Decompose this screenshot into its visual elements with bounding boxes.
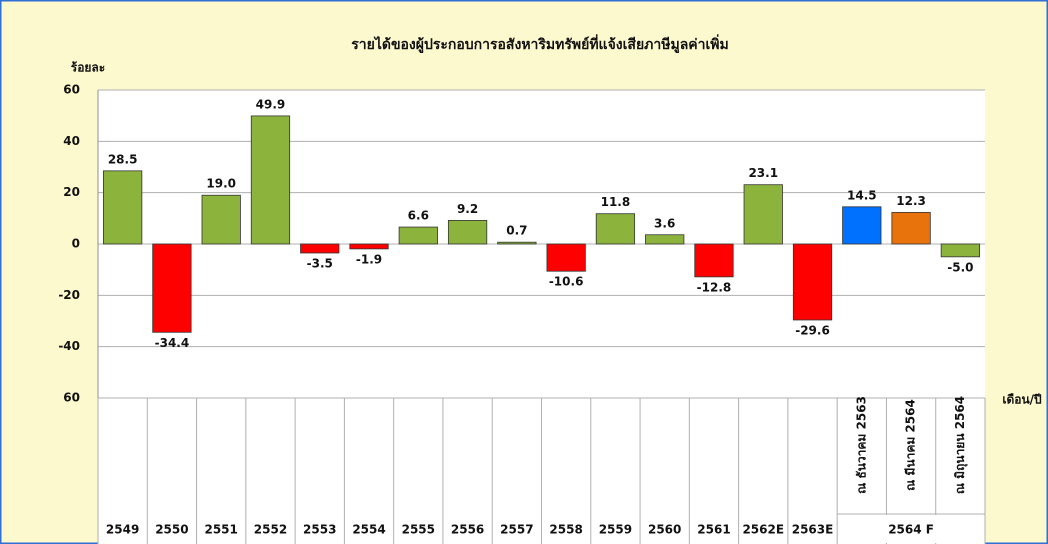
data-label: 6.6: [408, 209, 429, 223]
data-label: 11.8: [601, 195, 631, 209]
bar: [447, 219, 488, 245]
x-tick-label: 2552: [254, 523, 287, 537]
group-cell: [838, 515, 984, 543]
data-label: -12.8: [697, 280, 732, 294]
y-tick-label: -40: [58, 339, 80, 353]
bar: [300, 243, 340, 254]
data-label: -34.4: [155, 336, 190, 350]
bar: [792, 243, 833, 321]
data-label: 0.7: [506, 224, 527, 238]
bar: [497, 241, 537, 245]
data-label: 49.9: [256, 97, 286, 111]
x-tick-label: ณ ธันวาคม 2563: [854, 396, 868, 494]
x-tick-label: 2562E: [742, 523, 784, 537]
x-tick-label: 2551: [204, 523, 237, 537]
bar: [645, 234, 685, 245]
data-label: 3.6: [654, 216, 675, 230]
bar: [398, 226, 438, 245]
x-tick-label: 2550: [155, 523, 188, 537]
chart-title: รายได้ของผู้ประกอบการอสังหาริมทรัพย์ที่แ…: [351, 34, 729, 53]
y-axis-label: ร้อยละ: [71, 61, 105, 75]
x-tick-label: 2555: [402, 523, 435, 537]
bar: [595, 213, 636, 245]
x-tick-label: 2554: [352, 523, 385, 537]
bar: [201, 194, 241, 245]
bar: [891, 212, 931, 245]
data-label: -29.6: [795, 323, 830, 337]
group-label: 2564 F: [888, 523, 934, 537]
y-tick-label: -20: [58, 288, 80, 302]
y-tick-label: 0: [72, 237, 80, 251]
y-tick-label: 60: [63, 391, 80, 405]
data-label: 14.5: [847, 188, 877, 202]
bar: [152, 243, 192, 333]
x-tick-label: 2558: [549, 523, 582, 537]
data-label: 19.0: [206, 177, 236, 191]
bar: [349, 243, 389, 250]
x-tick-label: 2559: [599, 523, 632, 537]
x-tick-label: 2553: [303, 523, 336, 537]
data-label: -10.6: [549, 275, 584, 289]
data-label: -5.0: [947, 260, 973, 274]
bar: [546, 243, 586, 272]
x-tick-label: ณ มิถุนายน 2564: [953, 396, 968, 494]
bar: [103, 170, 143, 245]
data-label: -3.5: [307, 256, 333, 270]
bar: [743, 184, 783, 245]
x-axis-label: เดือน/ปี: [1002, 393, 1042, 407]
bar: [842, 206, 882, 245]
data-label: 12.3: [896, 194, 926, 208]
bar: [250, 115, 291, 245]
x-tick-label: 2556: [451, 523, 484, 537]
bar: [694, 243, 734, 278]
data-label: -1.9: [356, 252, 382, 266]
y-tick-label: 40: [63, 134, 80, 148]
bar: [940, 243, 980, 258]
y-tick-label: 20: [63, 185, 80, 199]
data-label: 23.1: [748, 166, 778, 180]
data-label: 28.5: [108, 152, 138, 166]
x-tick-label: 2557: [500, 523, 533, 537]
x-tick-label: 2549: [106, 523, 139, 537]
x-tick-label: 2560: [648, 523, 681, 537]
y-tick-label: 60: [63, 83, 80, 97]
data-label: 9.2: [457, 202, 478, 216]
x-tick-label: 2563E: [792, 523, 834, 537]
x-tick-label: ณ มีนาคม 2564: [904, 399, 918, 491]
x-tick-label: 2561: [697, 523, 730, 537]
